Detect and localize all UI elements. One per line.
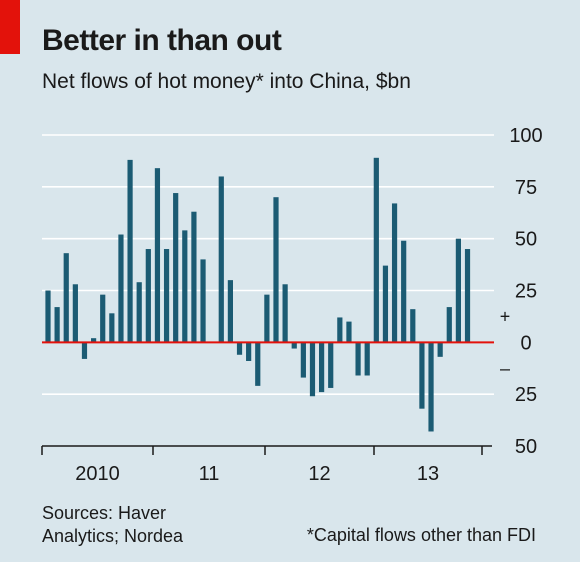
y-tick-label: 75 <box>515 177 537 199</box>
bar <box>227 280 233 343</box>
negative-sign-label: – <box>500 358 510 378</box>
bar <box>373 157 379 343</box>
bar <box>136 282 142 343</box>
bar <box>246 342 252 361</box>
chart-plot: 100 75 50 25 0 25 50 + – 2010 11 12 13 <box>41 125 543 485</box>
y-tick-label: 25 <box>515 384 537 406</box>
bar <box>401 240 407 343</box>
brand-tag <box>0 0 20 54</box>
bar <box>428 342 434 432</box>
x-tick-label: 12 <box>308 463 330 485</box>
bar <box>391 203 398 343</box>
bar <box>410 309 416 343</box>
y-tick-label: 50 <box>515 436 537 458</box>
bar <box>145 249 151 343</box>
bar <box>45 290 51 343</box>
bar <box>163 249 170 343</box>
bar <box>455 238 461 343</box>
axis-layer: 100 75 50 25 0 25 50 + – 2010 11 12 13 <box>41 125 543 485</box>
x-tick-label: 2010 <box>75 463 120 485</box>
bar <box>328 342 334 388</box>
bar <box>464 249 471 343</box>
bar <box>72 284 78 343</box>
bar <box>191 211 197 343</box>
source-line-2: Analytics; Nordea <box>42 526 184 546</box>
bar <box>63 253 69 343</box>
bar <box>419 342 425 409</box>
source-line-1: Sources: Haver <box>42 503 167 523</box>
x-tick-label: 11 <box>199 463 220 485</box>
bar <box>200 259 206 343</box>
bar <box>81 342 88 359</box>
bar <box>255 342 261 386</box>
y-tick-label: 100 <box>509 125 542 147</box>
positive-sign-label: + <box>500 306 511 326</box>
chart-subtitle: Net flows of hot money* into China, $bn <box>42 70 411 93</box>
bar <box>54 307 60 343</box>
y-tick-label: 25 <box>515 281 537 303</box>
bar <box>319 342 325 393</box>
bar <box>364 342 370 376</box>
bar <box>100 294 106 343</box>
bar <box>182 230 188 343</box>
bar <box>218 176 224 343</box>
footnote: *Capital flows other than FDI <box>306 525 536 545</box>
bar <box>337 317 343 343</box>
bar <box>346 321 352 343</box>
bar <box>91 338 97 343</box>
bar <box>300 342 306 378</box>
bar <box>236 342 243 355</box>
bar-layer <box>45 157 471 432</box>
bar <box>446 307 452 343</box>
bar <box>109 313 115 343</box>
x-tick-label: 13 <box>417 463 439 485</box>
bar <box>382 265 389 343</box>
bar <box>127 159 133 343</box>
y-tick-label: 0 <box>520 332 531 354</box>
bar <box>154 168 161 343</box>
bar <box>291 342 297 349</box>
chart-title: Better in than out <box>42 24 282 57</box>
bar <box>173 193 179 343</box>
bar <box>437 342 443 357</box>
bar <box>273 197 279 343</box>
grid-layer <box>42 134 494 395</box>
y-tick-label: 50 <box>515 229 537 251</box>
source-note: Sources: Haver Analytics; Nordea <box>42 502 183 548</box>
bar <box>355 342 361 376</box>
bar <box>309 342 316 397</box>
bar <box>118 234 124 343</box>
bar <box>282 284 288 343</box>
bar <box>264 294 270 343</box>
